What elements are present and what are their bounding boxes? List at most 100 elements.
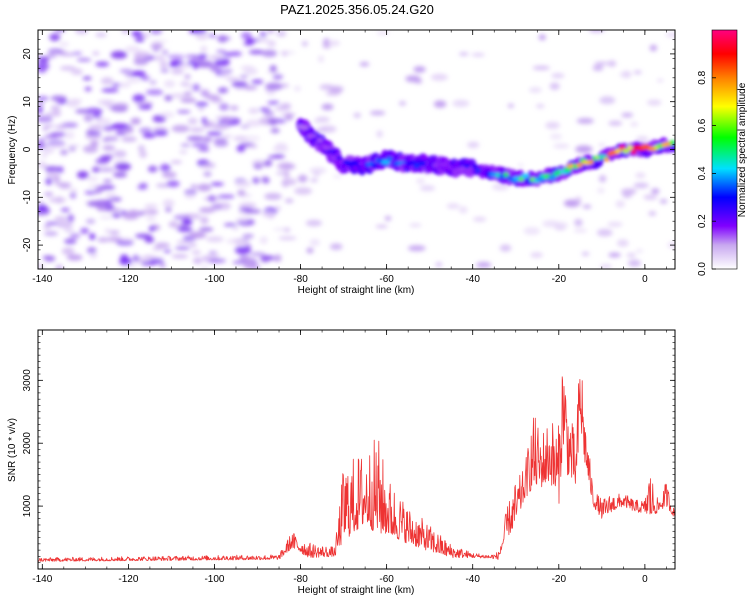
y-tick-label: 0	[22, 146, 33, 152]
spectrogram-noise-blob	[38, 56, 49, 63]
spectrogram-noise-blob	[170, 160, 183, 164]
ridge-core	[518, 176, 525, 182]
spectrogram-noise-blob	[239, 75, 248, 79]
spectrogram-noise-blob	[113, 150, 127, 158]
x-tick-label: -40	[465, 574, 480, 585]
spectrogram-noise-blob	[648, 211, 657, 216]
spectrogram-noise-blob	[127, 209, 140, 217]
spectrogram-noise-blob	[85, 129, 95, 136]
spectrogram-noise-blob	[656, 79, 664, 82]
spectrogram-noise-blob	[284, 198, 294, 203]
spectrogram-noise-blob	[55, 196, 63, 204]
spectrogram-noise-blob	[435, 262, 443, 267]
spectrogram-noise-blob	[218, 103, 230, 111]
spectrogram-x-label: Height of straight line (km)	[298, 285, 415, 296]
spectrogram-noise-blob	[38, 115, 53, 123]
spectrogram-noise-blob	[259, 31, 267, 38]
spectrogram-noise-blob	[626, 253, 636, 258]
spectrogram-noise-blob	[267, 117, 279, 125]
spectrogram-noise	[38, 30, 675, 269]
ridge-core	[603, 157, 610, 162]
y-tick-label: 10	[22, 96, 33, 108]
spectrogram-noise-blob	[57, 166, 64, 174]
spectrogram-noise-blob	[92, 51, 100, 56]
spectrogram-noise-blob	[75, 30, 89, 35]
x-tick-label: -60	[379, 574, 394, 585]
spectrogram-noise-blob	[184, 74, 191, 79]
spectrogram-noise-blob	[38, 204, 47, 212]
spectrogram-noise-blob	[61, 247, 75, 255]
spectrogram-noise-blob	[104, 227, 111, 235]
spectrogram-noise-blob	[575, 145, 593, 154]
colorbar-gradient	[712, 30, 737, 269]
spectrogram-noise-blob	[105, 191, 117, 200]
spectrogram-noise-blob	[309, 167, 327, 174]
spectrogram-noise-blob	[38, 106, 44, 111]
spectrogram-noise-blob	[249, 252, 266, 257]
snr-series-line	[38, 376, 675, 562]
spectrogram-noise-blob	[407, 245, 426, 252]
spectrogram-noise-blob	[545, 121, 560, 130]
spectrogram-noise-blob	[231, 226, 239, 231]
spectrogram-noise-blob	[314, 128, 327, 133]
spectrogram-noise-blob	[54, 216, 68, 222]
ridge-core	[335, 155, 343, 161]
ridge-core	[317, 138, 323, 143]
colorbar-tick-label: 0.0	[697, 262, 708, 276]
spectrogram-noise-blob	[202, 137, 213, 142]
spectrogram-noise-blob	[467, 141, 480, 149]
spectrogram-noise-blob	[56, 221, 73, 229]
spectrogram-noise-blob	[137, 185, 148, 190]
spectrogram-noise-blob	[189, 243, 198, 248]
spectrogram-noise-blob	[259, 236, 268, 245]
spectrogram-noise-blob	[203, 197, 221, 201]
spectrogram-noise-blob	[131, 30, 143, 37]
spectrogram-noise-blob	[134, 51, 151, 59]
spectrogram-noise-blob	[633, 182, 649, 189]
spectrogram-noise-blob	[50, 105, 61, 112]
spectrogram-noise-blob	[182, 219, 193, 225]
spectrogram-noise-blob	[139, 127, 153, 134]
spectrogram-noise-blob	[142, 133, 156, 139]
spectrogram-noise-blob	[369, 110, 386, 116]
spectrogram-noise-blob	[636, 136, 649, 143]
spectrogram-noise-blob	[203, 171, 212, 177]
y-tick-label: 1000	[22, 495, 33, 518]
spectrogram-noise-blob	[92, 190, 103, 194]
spectrogram-noise-blob	[58, 41, 70, 47]
spectrogram-noise-blob	[139, 75, 151, 81]
colorbar-tick-label: 0.2	[697, 214, 708, 228]
spectrogram-noise-blob	[293, 85, 301, 92]
spectrogram-noise-blob	[198, 207, 216, 214]
spectrogram-noise-blob	[232, 260, 245, 265]
ridge-core	[521, 173, 530, 179]
spectrogram-noise-blob	[126, 79, 141, 83]
spectrogram-noise-blob	[112, 102, 129, 109]
spectrogram-noise-blob	[76, 171, 89, 179]
spectrogram-noise-blob	[528, 87, 542, 93]
spectrogram-noise-blob	[50, 132, 67, 137]
spectrogram-noise-blob	[209, 65, 220, 72]
spectrogram-noise-blob	[264, 193, 282, 200]
spectrogram-noise-blob	[553, 221, 569, 230]
spectrogram-noise-blob	[153, 48, 159, 52]
spectrogram-noise-blob	[69, 233, 81, 239]
spectrogram-noise-blob	[621, 112, 634, 118]
spectrogram-noise-blob	[185, 54, 200, 59]
spectrogram-noise-blob	[159, 111, 175, 119]
spectrogram-noise-blob	[262, 161, 272, 167]
spectrogram-noise-blob	[252, 177, 260, 184]
spectrogram-noise-blob	[399, 101, 406, 106]
y-tick-label: -10	[22, 190, 33, 205]
snr-background	[38, 330, 675, 569]
spectrogram-noise-blob	[549, 82, 560, 91]
spectrogram-noise-blob	[159, 262, 166, 269]
spectrogram-noise-blob	[83, 145, 98, 154]
spectrogram-noise-blob	[499, 244, 512, 252]
spectrogram-noise-blob	[189, 127, 205, 133]
spectrogram-noise-blob	[121, 30, 130, 34]
spectrogram-noise-blob	[92, 166, 100, 173]
spectrogram-noise-blob	[149, 258, 164, 265]
spectrogram-noise-blob	[588, 30, 605, 33]
spectrogram-noise-blob	[651, 188, 660, 194]
